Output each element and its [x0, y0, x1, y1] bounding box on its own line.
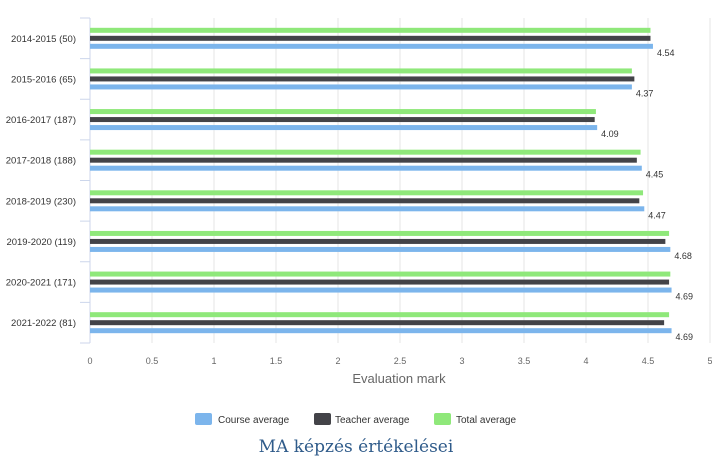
legend-label: Course average	[218, 415, 290, 426]
bar-course-average	[90, 125, 598, 131]
x-tick-label: 0	[87, 356, 92, 366]
bar-total-average	[90, 190, 644, 196]
data-label: 4.69	[676, 292, 694, 302]
bar-teacher-average	[90, 279, 670, 285]
x-tick-label: 0.5	[146, 356, 159, 366]
bar-total-average	[90, 149, 641, 155]
bar-course-average	[90, 206, 645, 212]
data-label: 4.37	[636, 88, 654, 98]
bar-total-average	[90, 109, 596, 115]
x-tick-label: 3.5	[518, 356, 531, 366]
x-tick-label: 4	[583, 356, 588, 366]
bar-teacher-average	[90, 35, 651, 41]
x-tick-label: 5	[707, 356, 712, 366]
bar-course-average	[90, 287, 672, 293]
x-axis-title: Evaluation mark	[352, 371, 446, 386]
x-tick-label: 2.5	[394, 356, 407, 366]
legend-label: Teacher average	[335, 415, 410, 426]
category-label: 2015-2016 (65)	[11, 74, 76, 85]
bar-total-average	[90, 68, 632, 74]
bar-total-average	[90, 230, 670, 236]
data-label: 4.45	[646, 170, 664, 180]
category-label: 2020-2021 (171)	[6, 278, 76, 289]
data-label: 4.47	[648, 210, 666, 220]
bar-course-average	[90, 84, 632, 90]
bar-teacher-average	[90, 76, 635, 82]
bar-course-average	[90, 246, 671, 252]
bar-teacher-average	[90, 117, 595, 123]
data-label: 4.69	[676, 332, 694, 342]
bar-course-average	[90, 328, 672, 334]
legend-swatch	[434, 413, 451, 425]
data-label: 4.09	[601, 129, 619, 139]
bar-total-average	[90, 27, 651, 33]
chart-title: MA képzés értékelései	[259, 437, 454, 457]
legend-label: Total average	[456, 415, 516, 426]
x-tick-label: 3	[459, 356, 464, 366]
category-label: 2016-2017 (187)	[6, 115, 76, 126]
bar-teacher-average	[90, 238, 666, 244]
category-label: 2017-2018 (188)	[6, 156, 76, 167]
category-label: 2018-2019 (230)	[6, 196, 76, 207]
bar-course-average	[90, 43, 653, 49]
data-label: 4.54	[657, 48, 675, 58]
bar-teacher-average	[90, 198, 640, 204]
legend-swatch	[314, 413, 331, 425]
legend-swatch	[195, 413, 212, 425]
x-tick-label: 4.5	[642, 356, 655, 366]
category-label: 2019-2020 (119)	[6, 237, 76, 248]
x-tick-label: 1.5	[270, 356, 283, 366]
category-label: 2014-2015 (50)	[11, 34, 76, 45]
data-label: 4.68	[674, 251, 692, 261]
bar-course-average	[90, 165, 642, 171]
x-tick-label: 1	[211, 356, 216, 366]
category-label: 2021-2022 (81)	[11, 318, 76, 329]
bar-total-average	[90, 271, 671, 277]
bar-teacher-average	[90, 320, 665, 326]
bar-total-average	[90, 312, 670, 318]
x-tick-label: 2	[335, 356, 340, 366]
bar-teacher-average	[90, 157, 637, 163]
